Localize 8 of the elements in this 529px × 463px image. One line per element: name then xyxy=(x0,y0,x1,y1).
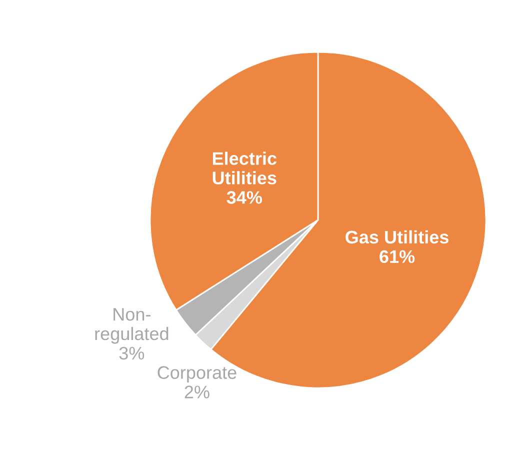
slice-label: Gas Utilities xyxy=(346,230,448,244)
slice-label: Non- regulated xyxy=(95,308,168,344)
slice-label: Electric Utilities xyxy=(212,152,276,184)
data-label: 61% xyxy=(380,250,415,264)
data-label: 34% xyxy=(226,191,262,204)
slice-label: Corporate xyxy=(158,366,236,383)
data-label: 2% xyxy=(184,386,210,398)
data-label: 3% xyxy=(119,346,144,360)
